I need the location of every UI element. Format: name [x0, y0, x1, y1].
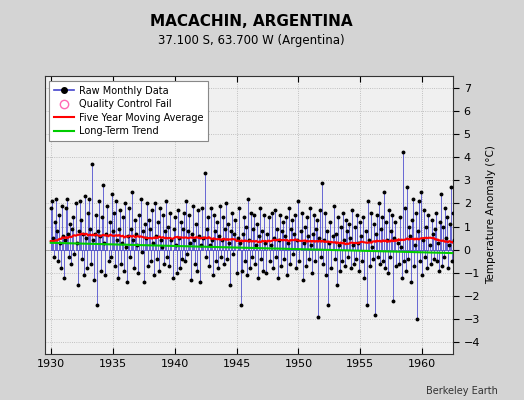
Text: Berkeley Earth: Berkeley Earth — [426, 386, 498, 396]
Y-axis label: Temperature Anomaly (°C): Temperature Anomaly (°C) — [486, 146, 496, 284]
Text: 37.100 S, 63.700 W (Argentina): 37.100 S, 63.700 W (Argentina) — [158, 34, 345, 47]
Text: MACACHIN, ARGENTINA: MACACHIN, ARGENTINA — [150, 14, 353, 29]
Legend: Raw Monthly Data, Quality Control Fail, Five Year Moving Average, Long-Term Tren: Raw Monthly Data, Quality Control Fail, … — [49, 81, 208, 141]
